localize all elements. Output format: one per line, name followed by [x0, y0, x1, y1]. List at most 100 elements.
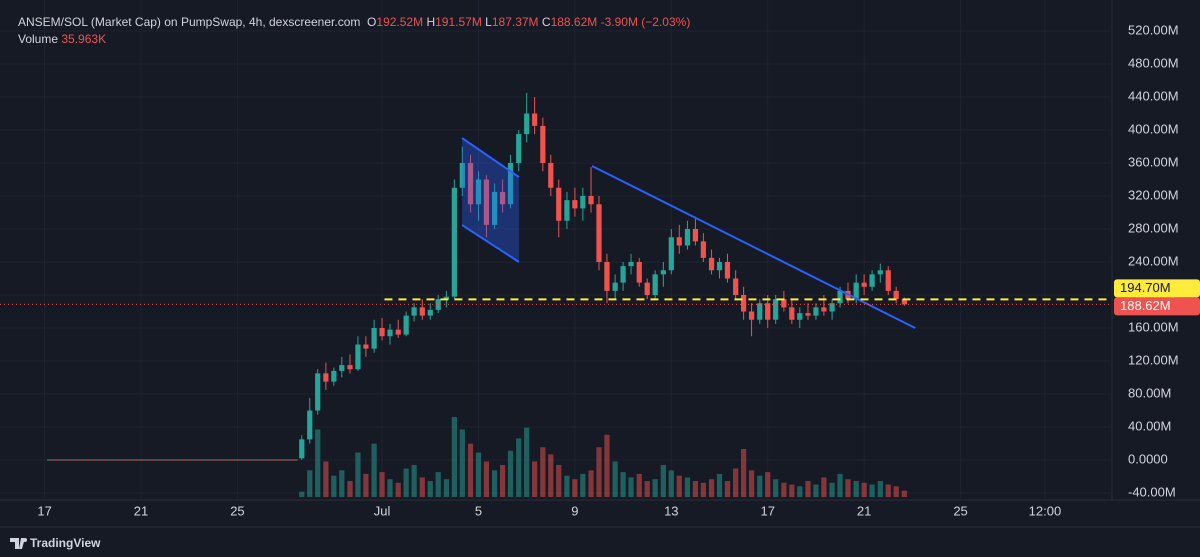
volume-bar: [507, 450, 514, 497]
candle-body: [411, 307, 417, 316]
h-value: 191.57M: [435, 15, 482, 29]
y-tick-label: 40.00M: [1128, 418, 1171, 433]
candle-body: [443, 296, 450, 300]
volume-bar: [315, 429, 321, 497]
volume-bar: [845, 479, 851, 497]
volume-bar: [548, 454, 554, 497]
candle-body: [853, 282, 859, 300]
candle-body: [716, 262, 723, 271]
flag-fill: [462, 138, 519, 263]
candle-body: [652, 274, 658, 296]
candle-body: [540, 125, 546, 164]
candle-body: [307, 410, 313, 440]
candle-body: [564, 200, 570, 221]
volume-bar: [644, 481, 650, 497]
volume-label: Volume: [18, 32, 59, 46]
candle-body: [459, 163, 465, 188]
volume-bar: [716, 473, 723, 497]
candle-body: [628, 262, 634, 267]
volume-bar: [339, 470, 345, 497]
x-tick-label: 17: [760, 503, 774, 518]
o-value: 192.52M: [376, 15, 424, 29]
x-tick-label: 12:00: [1029, 503, 1062, 518]
volume-bar: [499, 465, 506, 497]
candle-body: [395, 329, 401, 335]
volume-bar: [323, 461, 329, 497]
flag-edge: [461, 224, 520, 263]
volume-bar: [668, 470, 674, 497]
l-value: 187.37M: [491, 15, 539, 29]
volume-value: 35.963K: [61, 32, 107, 46]
candle-body: [829, 303, 835, 312]
volume-bar: [307, 470, 313, 497]
candle-body: [347, 365, 353, 370]
h-label: H: [426, 15, 436, 29]
y-tick-label: 120.00M: [1128, 352, 1179, 367]
candle-body: [813, 307, 819, 316]
volume-bar: [516, 438, 522, 497]
candle-body: [612, 282, 618, 291]
candle-body: [363, 344, 369, 349]
volume-bar: [355, 452, 361, 497]
y-tick-label: 240.00M: [1128, 253, 1179, 268]
volume-bar: [612, 461, 618, 497]
candle-body: [339, 365, 345, 371]
candle-body: [684, 229, 691, 246]
volume-bar: [379, 472, 385, 497]
volume-bar: [596, 447, 602, 497]
candle-body: [588, 196, 594, 205]
candle-body: [492, 191, 498, 225]
candle-body: [837, 290, 843, 304]
volume-bar: [363, 473, 369, 497]
volume-bar: [443, 479, 450, 497]
candle-body: [700, 241, 706, 258]
volume-bar: [483, 461, 490, 497]
candle-body: [901, 299, 908, 305]
volume-bar: [532, 461, 538, 497]
volume-bar: [692, 481, 699, 497]
candle-body: [644, 282, 650, 296]
volume-bar: [748, 470, 755, 497]
volume-bar: [347, 481, 353, 497]
y-tick-label: 360.00M: [1128, 154, 1179, 169]
candle-body: [893, 290, 899, 300]
candle-body: [435, 299, 441, 310]
volume-bar: [588, 470, 594, 497]
volume-row: Volume 35.963K: [18, 31, 690, 48]
candle-body: [781, 299, 787, 308]
volume-bar: [636, 473, 642, 497]
candle-body: [765, 303, 771, 320]
volume-bar: [435, 472, 441, 497]
volume-bar: [652, 479, 658, 497]
title: ANSEM/SOL (Market Cap) on PumpSwap, 4h, …: [18, 15, 361, 29]
volume-bar: [805, 481, 811, 497]
candle-body: [692, 229, 699, 242]
candle-body: [331, 370, 337, 382]
volume-bar: [299, 491, 305, 497]
candle-body: [403, 315, 409, 335]
candle-body: [580, 196, 586, 209]
volume-bar: [403, 468, 409, 497]
candle-body: [524, 113, 530, 135]
volume-bar: [331, 475, 337, 497]
candle-body: [323, 373, 329, 382]
volume-bar: [773, 479, 779, 497]
volume-bar: [821, 477, 827, 497]
candle-body: [596, 204, 602, 263]
volume-bar: [708, 479, 715, 497]
ohlc-row: ANSEM/SOL (Market Cap) on PumpSwap, 4h, …: [18, 14, 690, 31]
x-tick-label: 25: [230, 503, 244, 518]
flag-edge: [461, 137, 520, 178]
o-label: O: [367, 15, 377, 29]
volume-bar: [387, 479, 393, 497]
candle-body: [773, 299, 779, 320]
volume-bar: [885, 484, 891, 497]
candle-body: [748, 311, 755, 320]
x-tick-label: Jul: [374, 503, 391, 518]
volume-bar: [797, 486, 803, 497]
candle-body: [604, 262, 610, 291]
x-tick-label: 25: [953, 503, 967, 518]
candle-body: [548, 163, 554, 188]
y-tick-label: 280.00M: [1128, 220, 1179, 235]
